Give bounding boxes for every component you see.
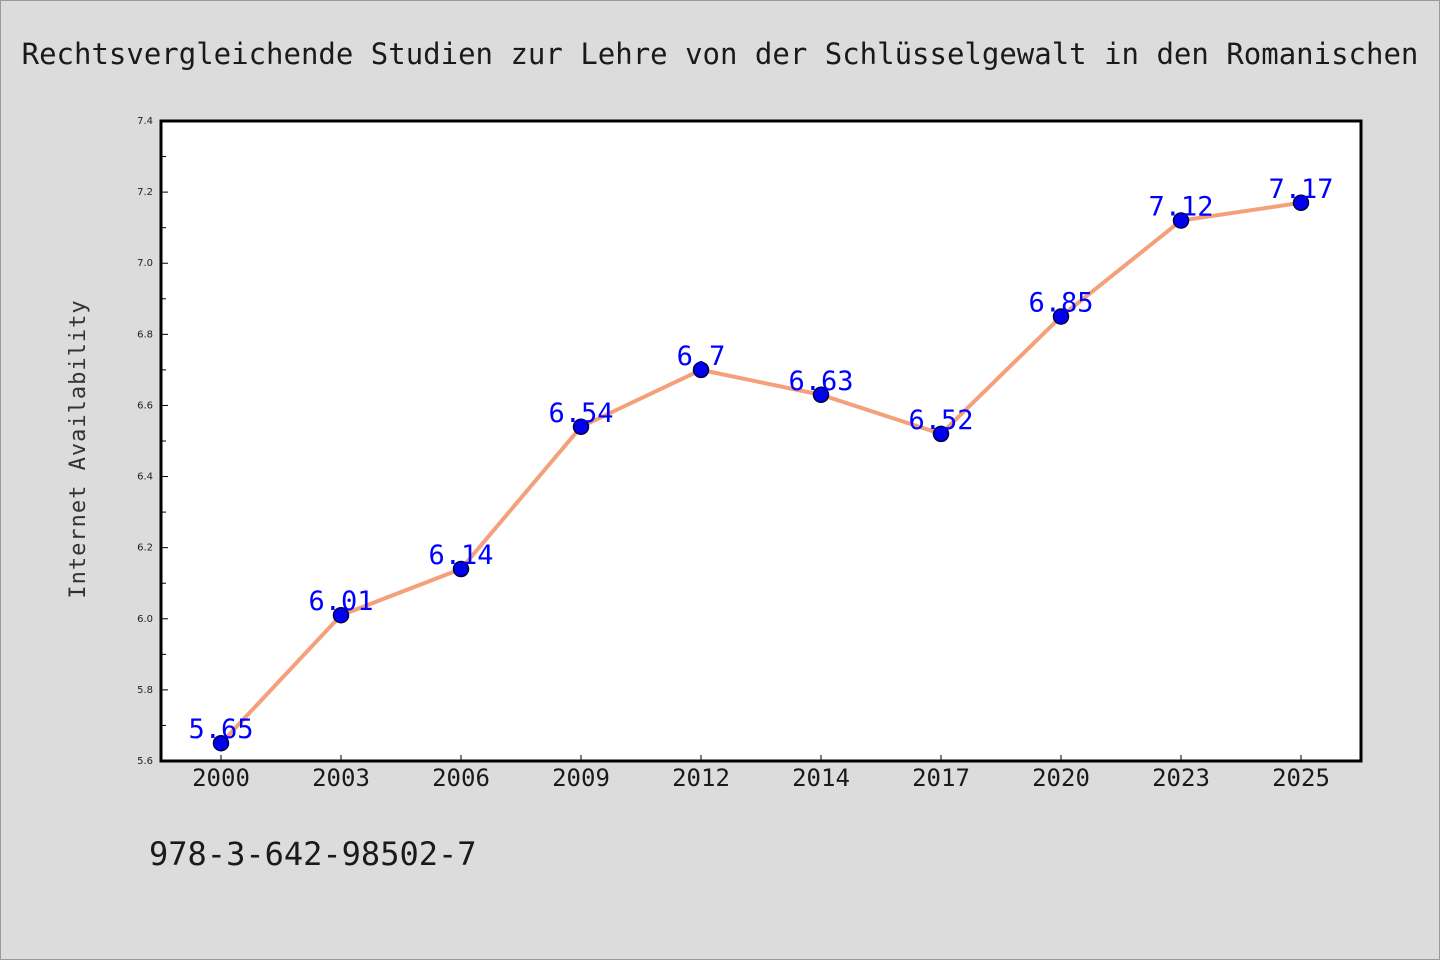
y-tick-label: 6.0 <box>137 614 153 625</box>
y-tick-label: 6.6 <box>137 400 153 411</box>
series-line-group <box>219 200 1303 746</box>
y-tick-label: 7.2 <box>137 187 153 198</box>
y-tick-label: 5.8 <box>137 685 153 696</box>
x-axis: 2000 2003 2006 2009 2012 2014 2017 2020 2023 2025 <box>192 755 1330 792</box>
x-tick-label: 2023 <box>1152 764 1210 792</box>
y-tick-label: 6.4 <box>137 472 153 483</box>
data-point <box>692 361 710 379</box>
data-label: 6.01 <box>308 586 373 617</box>
x-tick-label: 2000 <box>192 764 250 792</box>
data-label: 5.65 <box>188 714 253 745</box>
x-tick-label: 2020 <box>1032 764 1090 792</box>
data-point <box>1172 212 1190 229</box>
x-tick-label: 2009 <box>552 764 610 792</box>
data-label: 6.85 <box>1028 288 1093 319</box>
x-tick-label: 2006 <box>432 764 490 792</box>
data-label: 6.7 <box>677 341 726 372</box>
data-point <box>812 386 830 404</box>
data-label: 7.17 <box>1268 174 1333 205</box>
isbn-caption: 978-3-642-98502-7 <box>149 835 477 873</box>
data-point <box>932 425 950 443</box>
data-labels: 5.65 6.01 6.14 6.54 6.7 6.63 6.52 6.85 7.12 7.17 <box>188 174 1333 745</box>
data-label: 7.12 <box>1148 192 1213 223</box>
data-label: 6.52 <box>908 405 973 436</box>
data-label: 6.54 <box>548 398 613 429</box>
x-tick-label: 2014 <box>792 764 850 792</box>
y-axis: 5.6 5.8 6.0 6.2 6.4 6.6 6.8 7.0 7.2 7.4 <box>137 116 168 767</box>
y-tick-label: 5.6 <box>137 756 153 767</box>
x-tick-label: 2017 <box>912 764 970 792</box>
y-tick-label: 6.2 <box>137 543 153 554</box>
data-label: 6.14 <box>428 540 493 571</box>
data-point <box>1052 308 1070 325</box>
y-tick-label: 7.0 <box>137 258 153 269</box>
chart-title: Rechtsvergleichende Studien zur Lehre vo… <box>22 37 1419 71</box>
y-axis-label: Internet Availability <box>66 299 91 598</box>
y-tick-label: 6.8 <box>137 329 153 340</box>
data-point <box>332 606 350 624</box>
y-tick-label: 7.4 <box>137 116 153 127</box>
plot-frame <box>159 119 1363 763</box>
data-point <box>1292 194 1310 212</box>
data-point <box>452 560 470 578</box>
data-points <box>212 194 1310 752</box>
series-line <box>219 200 1303 746</box>
data-point <box>572 418 590 436</box>
plot-area <box>159 119 1363 763</box>
data-label: 6.63 <box>788 366 853 397</box>
data-point <box>212 734 230 752</box>
x-tick-label: 2003 <box>312 764 370 792</box>
x-tick-label: 2012 <box>672 764 730 792</box>
x-tick-label: 2025 <box>1272 764 1330 792</box>
